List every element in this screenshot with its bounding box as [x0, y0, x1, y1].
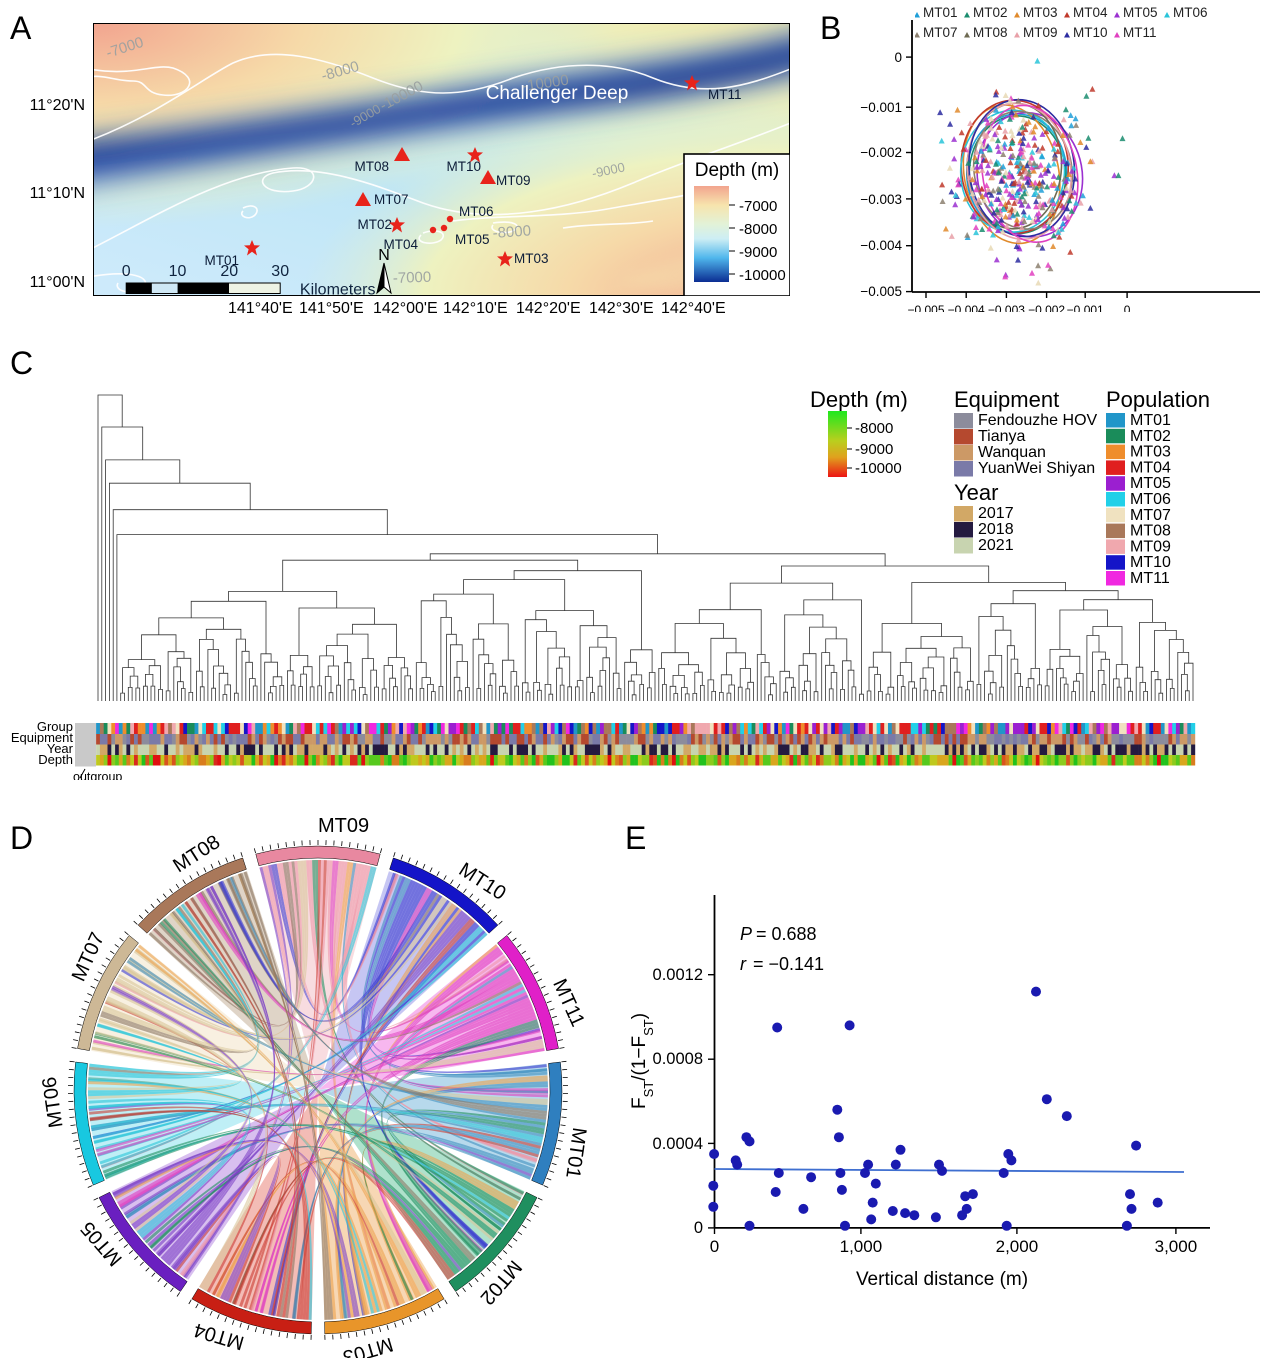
svg-text:−0.001: −0.001: [1067, 303, 1104, 312]
svg-text:MT04: MT04: [1073, 6, 1108, 20]
svg-text:Depth: Depth: [38, 752, 73, 767]
svg-text:MT07: MT07: [923, 25, 958, 40]
svg-text:MT10: MT10: [1073, 25, 1108, 40]
svg-text:MT11: MT11: [1123, 25, 1157, 40]
svg-text:0: 0: [710, 1237, 719, 1256]
svg-text:0: 0: [894, 50, 902, 65]
svg-text:MT09: MT09: [496, 173, 531, 188]
svg-text:-10000: -10000: [739, 267, 786, 284]
svg-text:Depth (m): Depth (m): [810, 387, 908, 412]
svg-text:-8000: -8000: [855, 420, 893, 437]
svg-text:MT07: MT07: [374, 192, 409, 207]
svg-text:−0.005: −0.005: [860, 284, 902, 299]
svg-text:MT09: MT09: [318, 815, 369, 837]
svg-text:2021: 2021: [978, 537, 1014, 554]
svg-text:MT11: MT11: [548, 976, 589, 1030]
svg-text:Fendouzhe HOV: Fendouzhe HOV: [978, 412, 1098, 429]
svg-text:MT01: MT01: [923, 6, 958, 20]
svg-text:Vertical distance (m): Vertical distance (m): [856, 1269, 1028, 1290]
svg-text:MT10: MT10: [446, 159, 481, 174]
svg-text:3,000: 3,000: [1155, 1237, 1198, 1256]
svg-text:-7000: -7000: [739, 198, 777, 215]
svg-text:Depth (m): Depth (m): [695, 160, 779, 181]
svg-text:MT10: MT10: [1130, 554, 1171, 571]
svg-text:MT05: MT05: [1130, 475, 1171, 492]
svg-text:0: 0: [694, 1219, 703, 1237]
svg-text:Challenger Deep: Challenger Deep: [486, 83, 629, 104]
svg-text:−0.003: −0.003: [988, 303, 1025, 312]
svg-text:MT08: MT08: [1130, 523, 1171, 540]
svg-text:MT01: MT01: [561, 1126, 590, 1180]
svg-text:MT08: MT08: [973, 25, 1008, 40]
svg-text:−0.001: −0.001: [860, 100, 902, 115]
svg-text:MT06: MT06: [1130, 491, 1171, 508]
svg-text:Tianya: Tianya: [978, 428, 1026, 445]
svg-text:MT04: MT04: [1130, 459, 1171, 476]
svg-text:MT07: MT07: [1130, 507, 1171, 524]
svg-text:2,000: 2,000: [996, 1237, 1039, 1256]
svg-text:-8000: -8000: [739, 221, 777, 238]
svg-text:P: P: [740, 924, 752, 944]
svg-text:2017: 2017: [978, 505, 1014, 522]
svg-text:−0.002: −0.002: [1028, 303, 1065, 312]
svg-text:−0.003: −0.003: [860, 192, 902, 207]
svg-text:outgroup: outgroup: [73, 770, 122, 780]
svg-text:-9000: -9000: [855, 441, 893, 458]
svg-text:MT09: MT09: [1130, 538, 1171, 555]
svg-text:1,000: 1,000: [840, 1237, 883, 1256]
svg-text:MT05: MT05: [1123, 6, 1158, 20]
svg-text:0.0012: 0.0012: [653, 966, 703, 984]
svg-text:MT08: MT08: [354, 159, 389, 174]
svg-text:Kilometers: Kilometers: [300, 282, 376, 297]
svg-text:MT11: MT11: [1130, 570, 1170, 587]
svg-text:MT06: MT06: [459, 204, 494, 219]
svg-text:MT03: MT03: [514, 251, 549, 266]
svg-text:MT11: MT11: [708, 87, 742, 102]
svg-text:0: 0: [122, 263, 131, 280]
svg-text:−0.004: −0.004: [860, 238, 902, 253]
svg-text:2018: 2018: [978, 521, 1014, 538]
svg-text:30: 30: [271, 263, 289, 280]
svg-text:0.0004: 0.0004: [653, 1135, 703, 1153]
svg-text:-9000: -9000: [739, 244, 777, 261]
svg-text:-10000: -10000: [855, 460, 902, 477]
svg-text:MT09: MT09: [1023, 25, 1058, 40]
svg-text:MT06: MT06: [1173, 6, 1208, 20]
svg-text:MT03: MT03: [1130, 444, 1171, 461]
svg-text:MT06: MT06: [38, 1075, 67, 1129]
svg-text:YuanWei Shiyan: YuanWei Shiyan: [978, 460, 1095, 477]
svg-text:20: 20: [220, 263, 238, 280]
svg-text:Year: Year: [954, 480, 998, 505]
svg-text:= 0.688: = 0.688: [756, 924, 817, 944]
svg-text:Equipment: Equipment: [954, 387, 1059, 412]
svg-text:−0.005: −0.005: [907, 303, 944, 312]
svg-text:−0.004: −0.004: [948, 303, 985, 312]
svg-text:10: 10: [169, 263, 187, 280]
svg-text:MT04: MT04: [191, 1318, 246, 1354]
svg-text:MT02: MT02: [357, 217, 392, 232]
svg-text:MT01: MT01: [1130, 412, 1171, 429]
svg-text:−0.002: −0.002: [860, 145, 902, 160]
svg-text:r: r: [740, 954, 747, 974]
svg-text:MT02: MT02: [1130, 428, 1171, 445]
svg-text:FST/(1−FST): FST/(1−FST): [629, 1013, 656, 1109]
svg-text:MT05: MT05: [455, 232, 490, 247]
svg-text:0: 0: [1124, 303, 1131, 312]
svg-text:MT03: MT03: [1023, 6, 1058, 20]
svg-text:MT02: MT02: [973, 6, 1008, 20]
svg-text:0.0008: 0.0008: [653, 1050, 703, 1068]
svg-text:Wanquan: Wanquan: [978, 444, 1046, 461]
svg-text:= −0.141: = −0.141: [753, 954, 824, 974]
svg-text:N: N: [378, 247, 390, 264]
svg-text:Population: Population: [1106, 387, 1210, 412]
